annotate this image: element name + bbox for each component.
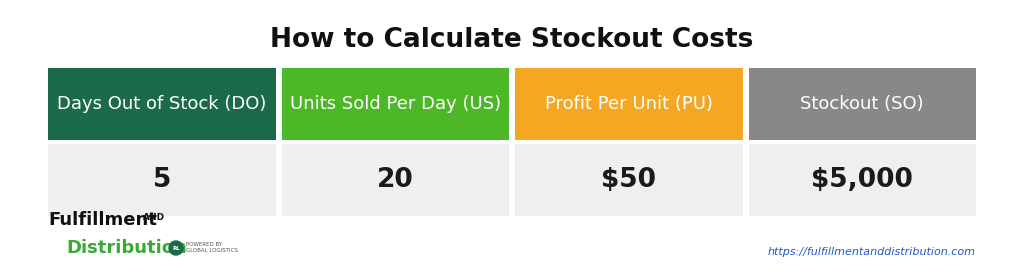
Text: GLOBAL LOGISTICS: GLOBAL LOGISTICS: [186, 248, 238, 253]
Bar: [515, 68, 742, 140]
Bar: [48, 68, 275, 140]
Bar: [515, 144, 742, 216]
Text: $50: $50: [601, 167, 656, 193]
Text: https://fulfillmentanddistribution.com: https://fulfillmentanddistribution.com: [768, 247, 976, 257]
Bar: [749, 68, 976, 140]
Bar: [48, 144, 275, 216]
Text: How to Calculate Stockout Costs: How to Calculate Stockout Costs: [270, 27, 754, 53]
Text: 20: 20: [377, 167, 414, 193]
Text: POWERED BY: POWERED BY: [186, 243, 222, 248]
Text: Distribution: Distribution: [66, 239, 186, 257]
Bar: [282, 144, 509, 216]
Text: Units Sold Per Day (US): Units Sold Per Day (US): [290, 95, 501, 113]
Text: $5,000: $5,000: [811, 167, 913, 193]
Bar: [282, 68, 509, 140]
Text: Fulfillment: Fulfillment: [48, 211, 157, 229]
Bar: [749, 144, 976, 216]
Text: Stockout (SO): Stockout (SO): [801, 95, 924, 113]
Text: Days Out of Stock (DO): Days Out of Stock (DO): [57, 95, 266, 113]
Text: AND: AND: [143, 214, 165, 222]
Text: Profit Per Unit (PU): Profit Per Unit (PU): [545, 95, 713, 113]
Text: RL: RL: [172, 245, 180, 251]
Text: 5: 5: [153, 167, 171, 193]
Circle shape: [169, 241, 183, 255]
